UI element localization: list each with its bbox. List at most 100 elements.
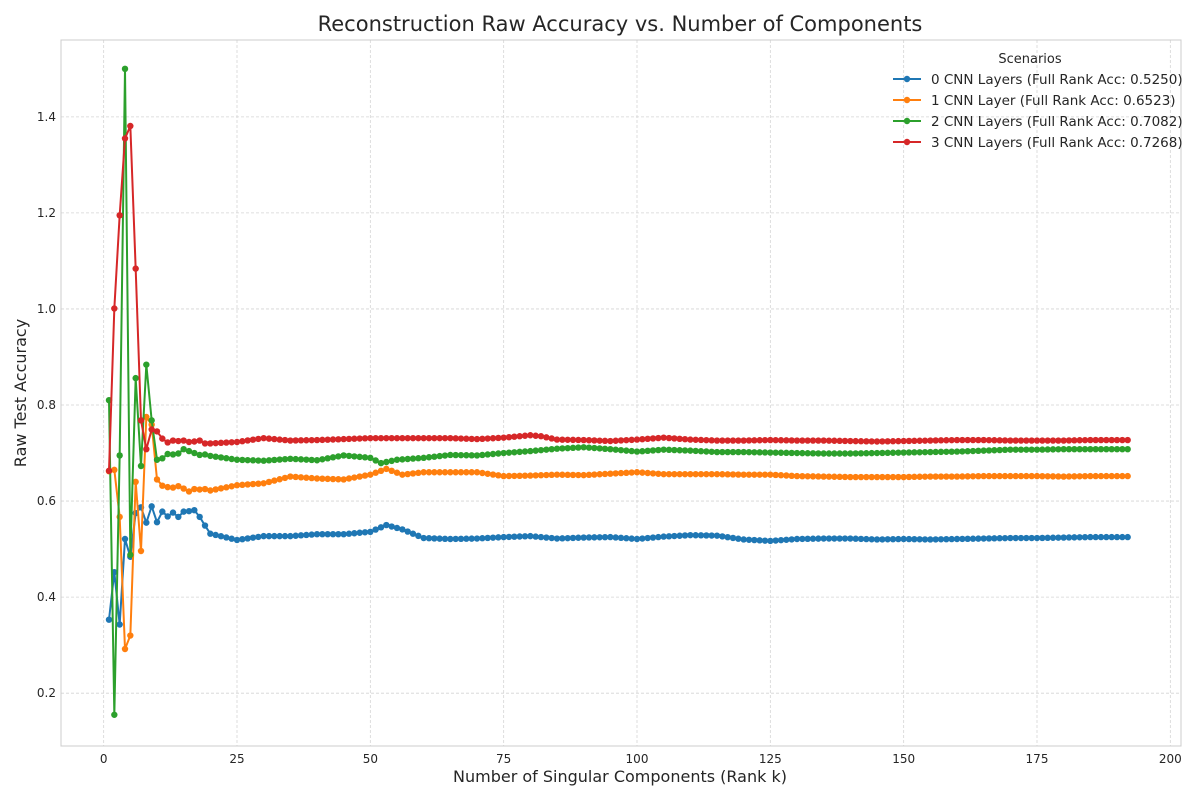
- data-point: [964, 436, 971, 444]
- data-point: [431, 469, 438, 476]
- data-point: [868, 449, 875, 457]
- data-point: [329, 436, 337, 443]
- data-point: [495, 472, 502, 479]
- data-point: [153, 476, 161, 483]
- data-point: [889, 438, 897, 445]
- data-point: [127, 632, 134, 639]
- data-point: [532, 472, 539, 479]
- data-point: [265, 435, 273, 442]
- data-point: [335, 436, 342, 443]
- data-point: [628, 436, 635, 444]
- data-point: [607, 437, 614, 445]
- data-point: [495, 450, 502, 457]
- data-point: [735, 471, 742, 478]
- data-point: [1065, 473, 1073, 480]
- data-point: [980, 447, 987, 454]
- data-point: [372, 457, 379, 464]
- data-point: [697, 532, 705, 539]
- data-point: [1076, 534, 1083, 541]
- data-point: [751, 449, 758, 456]
- data-point: [623, 447, 630, 454]
- data-point: [649, 470, 657, 477]
- data-point: [495, 534, 502, 541]
- data-point: [132, 478, 139, 486]
- data-point: [692, 436, 699, 443]
- data-point: [777, 437, 785, 444]
- data-point: [815, 473, 822, 480]
- data-point: [799, 535, 806, 543]
- data-point: [383, 465, 390, 473]
- data-point: [857, 438, 865, 445]
- data-point: [447, 434, 454, 442]
- data-point: [697, 470, 705, 478]
- data-point: [345, 435, 353, 443]
- data-point: [313, 436, 321, 444]
- data-point: [1012, 534, 1019, 542]
- data-point: [159, 482, 166, 489]
- data-point: [639, 436, 646, 443]
- data-point: [399, 456, 406, 463]
- data-point: [169, 451, 177, 458]
- y-axis-ticks: 0.2 0.4 0.6 0.8 1.0 1.2 1.4: [37, 110, 56, 700]
- data-point: [239, 456, 246, 464]
- data-point: [111, 305, 118, 312]
- data-point: [1071, 534, 1078, 541]
- data-point: [1081, 533, 1089, 541]
- data-point: [841, 450, 849, 457]
- data-point: [772, 449, 779, 456]
- data-point: [1097, 472, 1105, 480]
- data-point: [473, 535, 481, 542]
- data-point: [388, 467, 395, 474]
- data-point: [905, 535, 913, 543]
- data-point: [500, 449, 507, 457]
- data-point: [788, 449, 795, 457]
- data-point: [932, 473, 939, 480]
- data-point: [788, 536, 795, 543]
- data-point: [873, 449, 881, 457]
- data-point: [559, 471, 566, 478]
- data-point: [260, 457, 267, 464]
- data-point: [324, 455, 331, 462]
- data-point: [415, 455, 422, 462]
- data-point: [697, 448, 705, 455]
- y-tick-label: 0.4: [37, 590, 56, 604]
- data-point: [911, 449, 918, 456]
- data-point: [281, 436, 289, 444]
- data-point: [415, 532, 422, 540]
- data-point: [900, 449, 907, 456]
- data-point: [601, 533, 609, 541]
- data-point: [943, 535, 950, 543]
- data-point: [521, 533, 529, 540]
- data-point: [905, 437, 913, 445]
- data-point: [841, 437, 849, 445]
- data-point: [175, 482, 182, 490]
- data-point: [228, 483, 235, 490]
- data-point: [1119, 533, 1126, 541]
- data-point: [201, 522, 209, 529]
- data-point: [521, 432, 529, 439]
- data-point: [260, 480, 267, 487]
- data-point: [463, 452, 470, 459]
- data-point: [745, 471, 753, 478]
- data-point: [223, 455, 230, 462]
- data-point: [799, 449, 806, 457]
- data-point: [1028, 472, 1035, 480]
- data-point: [543, 446, 550, 453]
- data-point: [895, 449, 902, 456]
- data-point: [441, 469, 449, 476]
- data-point: [105, 616, 113, 623]
- data-point: [969, 447, 977, 455]
- data-point: [1023, 437, 1030, 444]
- data-point: [116, 621, 123, 628]
- data-point: [756, 537, 763, 544]
- data-point: [1087, 472, 1094, 480]
- legend-entry: 2 CNN Layers (Full Rank Acc: 0.7082): [931, 114, 1183, 130]
- data-point: [959, 535, 966, 543]
- data-point: [1055, 437, 1062, 444]
- data-point: [948, 448, 955, 455]
- data-point: [377, 434, 385, 442]
- data-point: [111, 466, 118, 474]
- legend-marker: [903, 138, 911, 146]
- data-point: [1055, 473, 1062, 480]
- data-point: [457, 435, 465, 442]
